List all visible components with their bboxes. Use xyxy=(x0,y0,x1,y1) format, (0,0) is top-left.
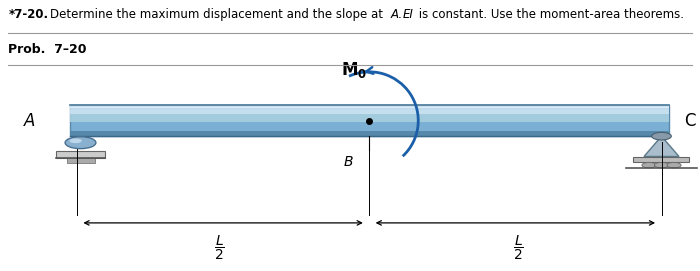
Text: EI: EI xyxy=(402,8,414,21)
Text: A: A xyxy=(24,112,35,130)
Bar xyxy=(70,105,668,136)
Polygon shape xyxy=(644,136,679,156)
Text: B: B xyxy=(344,155,353,169)
Text: is constant. Use the moment-area theorems.: is constant. Use the moment-area theorem… xyxy=(415,8,684,21)
Text: .: . xyxy=(398,8,405,21)
Bar xyxy=(70,110,668,122)
Text: C: C xyxy=(684,112,695,130)
Bar xyxy=(634,156,690,162)
Circle shape xyxy=(642,163,656,168)
Text: $\dfrac{L}{2}$: $\dfrac{L}{2}$ xyxy=(514,234,524,262)
Text: Determine the maximum displacement and the slope at: Determine the maximum displacement and t… xyxy=(50,8,387,21)
Text: $\dfrac{L}{2}$: $\dfrac{L}{2}$ xyxy=(214,234,225,262)
Circle shape xyxy=(69,138,82,143)
Circle shape xyxy=(654,163,668,168)
Bar xyxy=(70,107,668,114)
Circle shape xyxy=(667,163,681,168)
Bar xyxy=(70,105,668,108)
Circle shape xyxy=(652,132,671,140)
Bar xyxy=(66,158,94,163)
Text: $\mathbf{M_0}$: $\mathbf{M_0}$ xyxy=(342,60,368,80)
Bar xyxy=(70,131,668,136)
Text: *7-20.: *7-20. xyxy=(8,8,48,21)
Bar xyxy=(56,151,105,158)
Circle shape xyxy=(65,137,96,149)
Text: Prob.  7–20: Prob. 7–20 xyxy=(8,43,87,56)
Text: A: A xyxy=(391,8,398,21)
